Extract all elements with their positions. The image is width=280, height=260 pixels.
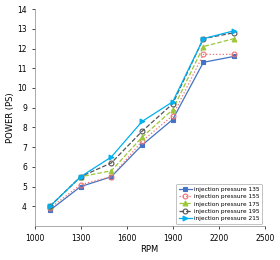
injection pressure 135	[171, 118, 174, 121]
injection pressure 135	[48, 209, 52, 212]
injection pressure 195	[171, 102, 174, 105]
Line: injection pressure 175: injection pressure 175	[48, 36, 237, 209]
injection pressure 155	[48, 207, 52, 210]
injection pressure 155	[202, 53, 205, 56]
Line: injection pressure 155: injection pressure 155	[48, 52, 237, 211]
Line: injection pressure 135: injection pressure 135	[48, 54, 237, 213]
injection pressure 155	[232, 53, 236, 56]
injection pressure 155	[171, 114, 174, 117]
injection pressure 215	[110, 155, 113, 159]
injection pressure 175	[171, 108, 174, 111]
injection pressure 215	[202, 37, 205, 40]
injection pressure 195	[110, 161, 113, 165]
injection pressure 175	[232, 37, 236, 40]
injection pressure 175	[48, 205, 52, 208]
injection pressure 215	[48, 205, 52, 208]
injection pressure 175	[110, 169, 113, 172]
injection pressure 175	[79, 175, 82, 178]
injection pressure 215	[79, 175, 82, 178]
Line: injection pressure 195: injection pressure 195	[48, 30, 237, 209]
injection pressure 215	[171, 100, 174, 103]
injection pressure 155	[140, 140, 144, 143]
injection pressure 135	[110, 175, 113, 178]
injection pressure 195	[140, 130, 144, 133]
X-axis label: RPM: RPM	[141, 245, 159, 255]
injection pressure 175	[140, 136, 144, 139]
injection pressure 135	[140, 144, 144, 147]
injection pressure 175	[202, 45, 205, 48]
injection pressure 135	[79, 185, 82, 188]
injection pressure 215	[232, 29, 236, 32]
injection pressure 155	[110, 175, 113, 178]
injection pressure 195	[79, 175, 82, 178]
injection pressure 195	[232, 31, 236, 34]
Line: injection pressure 215: injection pressure 215	[48, 28, 237, 209]
injection pressure 195	[202, 37, 205, 40]
injection pressure 195	[48, 205, 52, 208]
injection pressure 155	[79, 183, 82, 186]
injection pressure 215	[140, 120, 144, 123]
injection pressure 135	[232, 55, 236, 58]
injection pressure 135	[202, 61, 205, 64]
Y-axis label: POWER (PS): POWER (PS)	[6, 92, 15, 143]
Legend: injection pressure 135, injection pressure 155, injection pressure 175, injectio: injection pressure 135, injection pressu…	[176, 184, 262, 224]
